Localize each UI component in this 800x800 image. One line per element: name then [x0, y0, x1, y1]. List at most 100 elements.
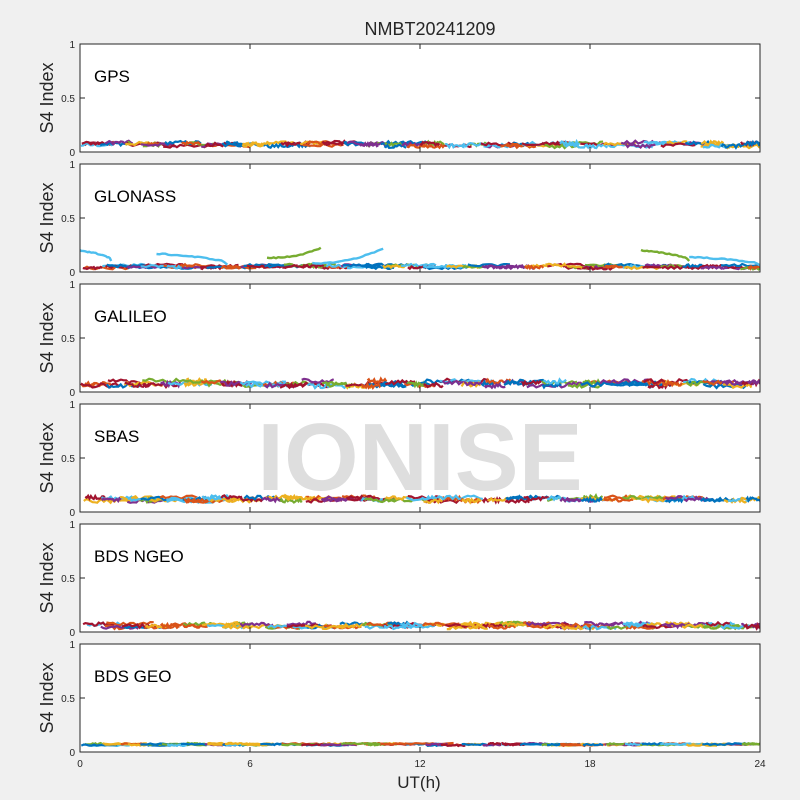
- series-trace: [382, 264, 407, 270]
- series-trace: [743, 139, 760, 148]
- series-trace: [104, 139, 134, 146]
- series-trace: [582, 378, 604, 386]
- series-trace: [220, 380, 253, 387]
- data-group: [80, 246, 760, 271]
- series-trace: [182, 623, 208, 629]
- y-tick-label: 1: [69, 160, 75, 171]
- series-trace: [665, 496, 685, 504]
- series-trace: [482, 743, 502, 747]
- y-tick-label: 1: [69, 640, 75, 651]
- watermark: IONISE: [257, 404, 582, 511]
- series-arc: [689, 255, 760, 267]
- series-arc: [312, 247, 384, 265]
- series-trace: [239, 621, 274, 628]
- series-trace: [747, 378, 760, 386]
- series-trace: [400, 624, 436, 629]
- y-axis-label: S4 Index: [37, 182, 57, 253]
- series-trace: [543, 377, 567, 385]
- series-trace: [501, 621, 531, 628]
- series-trace: [183, 497, 213, 504]
- series-trace: [82, 265, 103, 271]
- series-trace: [467, 263, 511, 268]
- series-trace: [603, 497, 634, 503]
- series-trace: [301, 263, 325, 270]
- series-trace: [705, 620, 730, 627]
- x-tick-label: 12: [414, 759, 426, 770]
- series-trace: [419, 140, 441, 148]
- series-arc: [640, 248, 691, 262]
- series-trace: [159, 494, 198, 500]
- series-trace: [406, 380, 427, 389]
- y-tick-label: 0: [69, 748, 75, 759]
- panel-label: SBAS: [94, 427, 139, 446]
- plot-area: [80, 44, 760, 152]
- y-tick-label: 1: [69, 40, 75, 51]
- series-trace: [400, 262, 437, 268]
- series-trace: [682, 263, 704, 268]
- y-tick-label: 0.5: [61, 454, 75, 465]
- series-trace: [261, 496, 284, 504]
- y-tick-label: 1: [69, 400, 75, 411]
- series-trace: [423, 498, 443, 505]
- series-trace: [84, 380, 109, 388]
- series-trace: [346, 494, 378, 501]
- panel-bds-geo: 0 0.5 1 S4 Index BDS GEO 0 6 12 18 24: [37, 640, 766, 770]
- x-tick-label: 0: [77, 759, 83, 770]
- series-trace: [201, 621, 244, 627]
- panel-glonass: 0 0.5 1 S4 Index GLONASS: [37, 160, 761, 279]
- y-tick-label: 1: [69, 280, 75, 291]
- series-trace: [685, 380, 716, 389]
- series-trace: [625, 624, 657, 630]
- series-trace: [720, 142, 745, 150]
- series-trace: [400, 621, 427, 628]
- series-trace: [545, 262, 568, 268]
- data-group: [80, 376, 760, 390]
- y-tick-label: 0.5: [61, 94, 75, 105]
- series-trace: [220, 494, 243, 500]
- series-arc: [156, 252, 229, 266]
- y-tick-label: 0.5: [61, 574, 75, 585]
- series-trace: [100, 624, 139, 630]
- series-trace: [360, 381, 383, 390]
- plot-area: [80, 284, 760, 392]
- series-trace: [743, 621, 760, 631]
- series-trace: [603, 262, 635, 268]
- series-trace: [523, 264, 545, 271]
- plot-area: [80, 164, 760, 272]
- figure-title: NMBT20241209: [364, 19, 495, 39]
- series-trace: [365, 265, 395, 271]
- y-tick-label: 0: [69, 508, 75, 519]
- y-tick-label: 0: [69, 148, 75, 159]
- plot-area: [80, 524, 760, 632]
- y-tick-label: 0: [69, 628, 75, 639]
- y-axis-label: S4 Index: [37, 302, 57, 373]
- series-trace: [747, 264, 760, 271]
- panel-sbas: 0 0.5 1 S4 Index SBAS: [37, 400, 761, 519]
- series-trace: [559, 138, 581, 147]
- y-axis-label: S4 Index: [37, 662, 57, 733]
- series-trace: [521, 379, 542, 388]
- series-trace: [745, 495, 760, 503]
- y-axis-label: S4 Index: [37, 422, 57, 493]
- series-trace: [462, 264, 485, 269]
- data-group: [80, 741, 760, 748]
- series-trace: [523, 495, 551, 502]
- panel-gps: 0 0.5 1 S4 Index GPS: [37, 40, 761, 159]
- series-trace: [700, 265, 724, 271]
- series-trace: [580, 496, 603, 504]
- x-tick-label: 6: [247, 759, 253, 770]
- panel-label: GALILEO: [94, 307, 167, 326]
- series-trace: [342, 262, 382, 268]
- series-trace: [239, 496, 264, 503]
- series-arc: [266, 246, 322, 260]
- series-trace: [700, 496, 723, 503]
- y-tick-label: 0: [69, 268, 75, 279]
- series-trace: [580, 381, 629, 388]
- panels-group: 0 0.5 1 S4 Index GPS 0 0.5 1 S4 Index GLONASS 0 0.5…: [37, 40, 766, 770]
- series-trace: [504, 497, 530, 504]
- panel-bds-ngeo: 0 0.5 1 S4 Index BDS NGEO: [37, 520, 761, 639]
- series-trace: [487, 624, 517, 630]
- panel-label: GLONASS: [94, 187, 176, 206]
- series-trace: [279, 497, 303, 504]
